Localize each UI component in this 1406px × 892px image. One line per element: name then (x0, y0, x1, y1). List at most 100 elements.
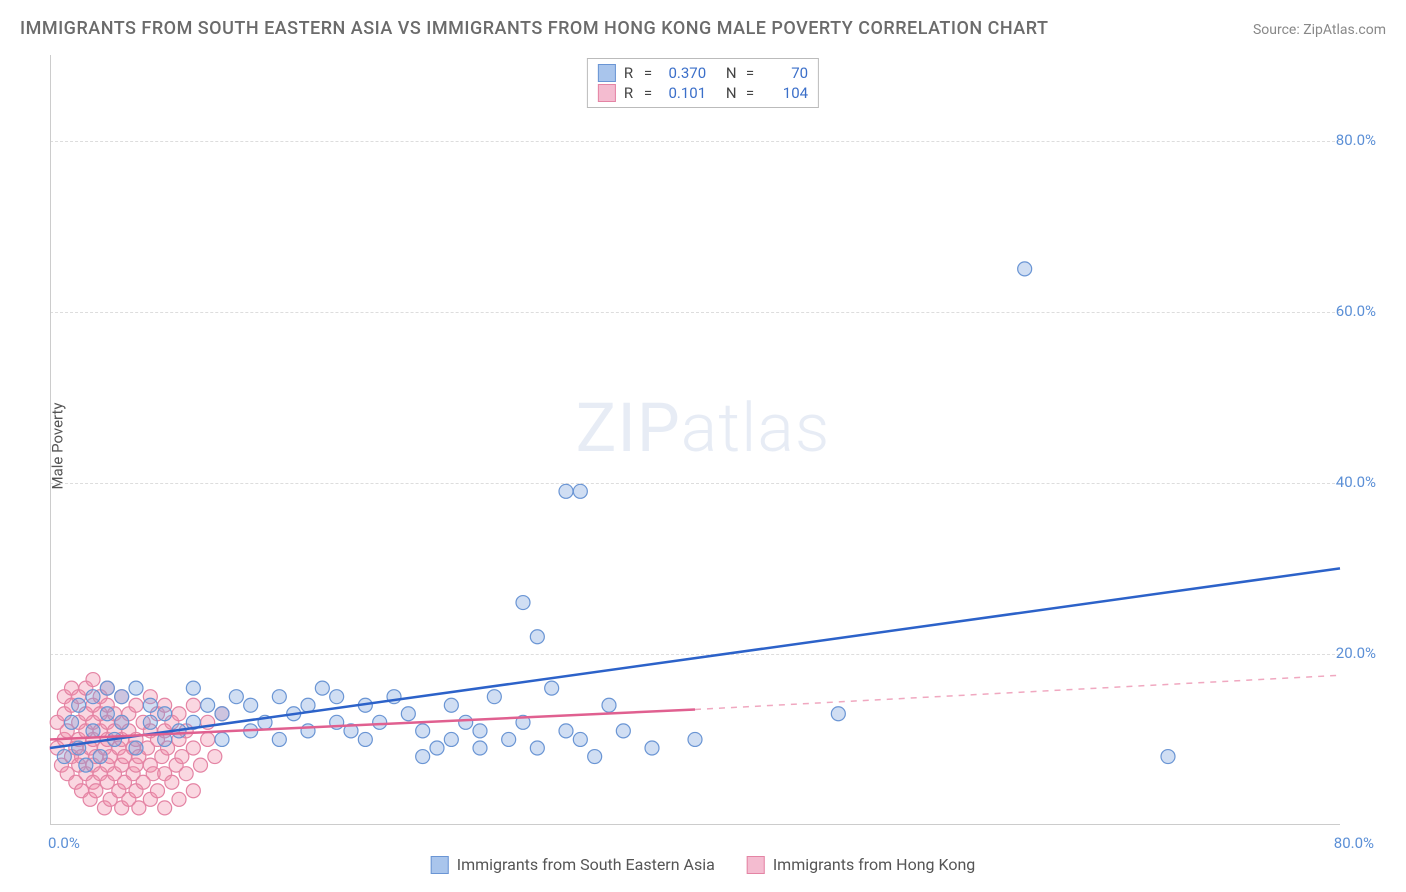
data-point-sea (129, 681, 143, 695)
data-point-sea (831, 707, 845, 721)
data-point-sea (215, 732, 229, 746)
data-point-sea (79, 758, 93, 772)
equals-sign: = (644, 84, 652, 102)
data-point-sea (1161, 750, 1175, 764)
data-point-hk (186, 784, 200, 798)
data-point-hk (165, 775, 179, 789)
data-point-sea (473, 724, 487, 738)
data-point-sea (530, 741, 544, 755)
data-point-sea (115, 715, 129, 729)
series-name-hk: Immigrants from Hong Kong (773, 855, 975, 874)
y-axis-tick: 20.0% (1336, 644, 1376, 662)
data-point-hk (208, 750, 222, 764)
series-name-sea: Immigrants from South Eastern Asia (457, 855, 715, 874)
data-point-sea (616, 724, 630, 738)
data-point-sea (244, 698, 258, 712)
series-legend: Immigrants from South Eastern Asia Immig… (431, 855, 976, 874)
data-point-sea (559, 724, 573, 738)
data-point-sea (358, 732, 372, 746)
data-point-sea (330, 690, 344, 704)
legend-item-hk: Immigrants from Hong Kong (747, 855, 975, 874)
data-point-sea (401, 707, 415, 721)
data-point-sea (430, 741, 444, 755)
data-point-sea (530, 630, 544, 644)
data-point-sea (86, 690, 100, 704)
r-label: R (624, 64, 636, 82)
data-point-sea (143, 698, 157, 712)
data-point-sea (315, 681, 329, 695)
swatch-sea (431, 856, 449, 874)
data-point-sea (602, 698, 616, 712)
data-point-sea (373, 715, 387, 729)
data-point-hk (186, 698, 200, 712)
data-point-hk (201, 732, 215, 746)
data-point-sea (272, 732, 286, 746)
legend-row-sea: R = 0.370 N = 70 (598, 63, 808, 83)
trend-line (695, 675, 1340, 709)
data-point-hk (179, 767, 193, 781)
swatch-sea (598, 64, 616, 82)
data-point-sea (473, 741, 487, 755)
data-point-sea (72, 698, 86, 712)
n-label: N (726, 64, 738, 82)
data-point-hk (86, 673, 100, 687)
legend-item-sea: Immigrants from South Eastern Asia (431, 855, 715, 874)
data-point-sea (487, 690, 501, 704)
data-point-sea (444, 732, 458, 746)
r-value-hk: 0.101 (660, 84, 706, 102)
data-point-hk (172, 707, 186, 721)
r-value-sea: 0.370 (660, 64, 706, 82)
data-point-hk (158, 801, 172, 815)
data-point-sea (416, 724, 430, 738)
trend-line (50, 568, 1340, 748)
data-point-sea (516, 596, 530, 610)
data-point-sea (86, 724, 100, 738)
data-point-sea (645, 741, 659, 755)
data-point-sea (201, 698, 215, 712)
data-point-sea (100, 707, 114, 721)
data-point-sea (215, 707, 229, 721)
chart-title: IMMIGRANTS FROM SOUTH EASTERN ASIA VS IM… (20, 18, 1048, 39)
data-point-sea (100, 681, 114, 695)
data-point-sea (444, 698, 458, 712)
data-point-sea (272, 690, 286, 704)
data-point-sea (1018, 262, 1032, 276)
data-point-sea (688, 732, 702, 746)
r-label: R (624, 84, 636, 102)
data-point-sea (229, 690, 243, 704)
legend-row-hk: R = 0.101 N = 104 (598, 83, 808, 103)
y-axis-tick: 60.0% (1336, 302, 1376, 320)
data-point-hk (129, 698, 143, 712)
y-axis-tick: 80.0% (1336, 131, 1376, 149)
data-point-sea (416, 750, 430, 764)
data-point-sea (186, 681, 200, 695)
x-axis-tick-min: 0.0% (48, 834, 80, 852)
data-point-hk (151, 784, 165, 798)
data-point-sea (115, 690, 129, 704)
data-point-sea (129, 741, 143, 755)
data-point-sea (588, 750, 602, 764)
data-point-sea (573, 732, 587, 746)
n-value-sea: 70 (762, 64, 808, 82)
data-point-hk (186, 741, 200, 755)
swatch-hk (747, 856, 765, 874)
source-label: Source: ZipAtlas.com (1253, 22, 1386, 38)
equals-sign: = (746, 84, 754, 102)
correlation-legend: R = 0.370 N = 70 R = 0.101 N = 104 (587, 58, 819, 108)
data-point-sea (158, 707, 172, 721)
data-point-sea (545, 681, 559, 695)
equals-sign: = (746, 64, 754, 82)
n-value-hk: 104 (762, 84, 808, 102)
y-axis-tick: 40.0% (1336, 473, 1376, 491)
data-point-sea (93, 750, 107, 764)
equals-sign: = (644, 64, 652, 82)
swatch-hk (598, 84, 616, 102)
data-point-sea (573, 484, 587, 498)
scatter-chart (50, 55, 1340, 825)
data-point-hk (172, 792, 186, 806)
data-point-sea (65, 715, 79, 729)
data-point-hk (194, 758, 208, 772)
data-point-sea (459, 715, 473, 729)
x-axis-tick-max: 80.0% (1334, 834, 1374, 852)
data-point-sea (502, 732, 516, 746)
